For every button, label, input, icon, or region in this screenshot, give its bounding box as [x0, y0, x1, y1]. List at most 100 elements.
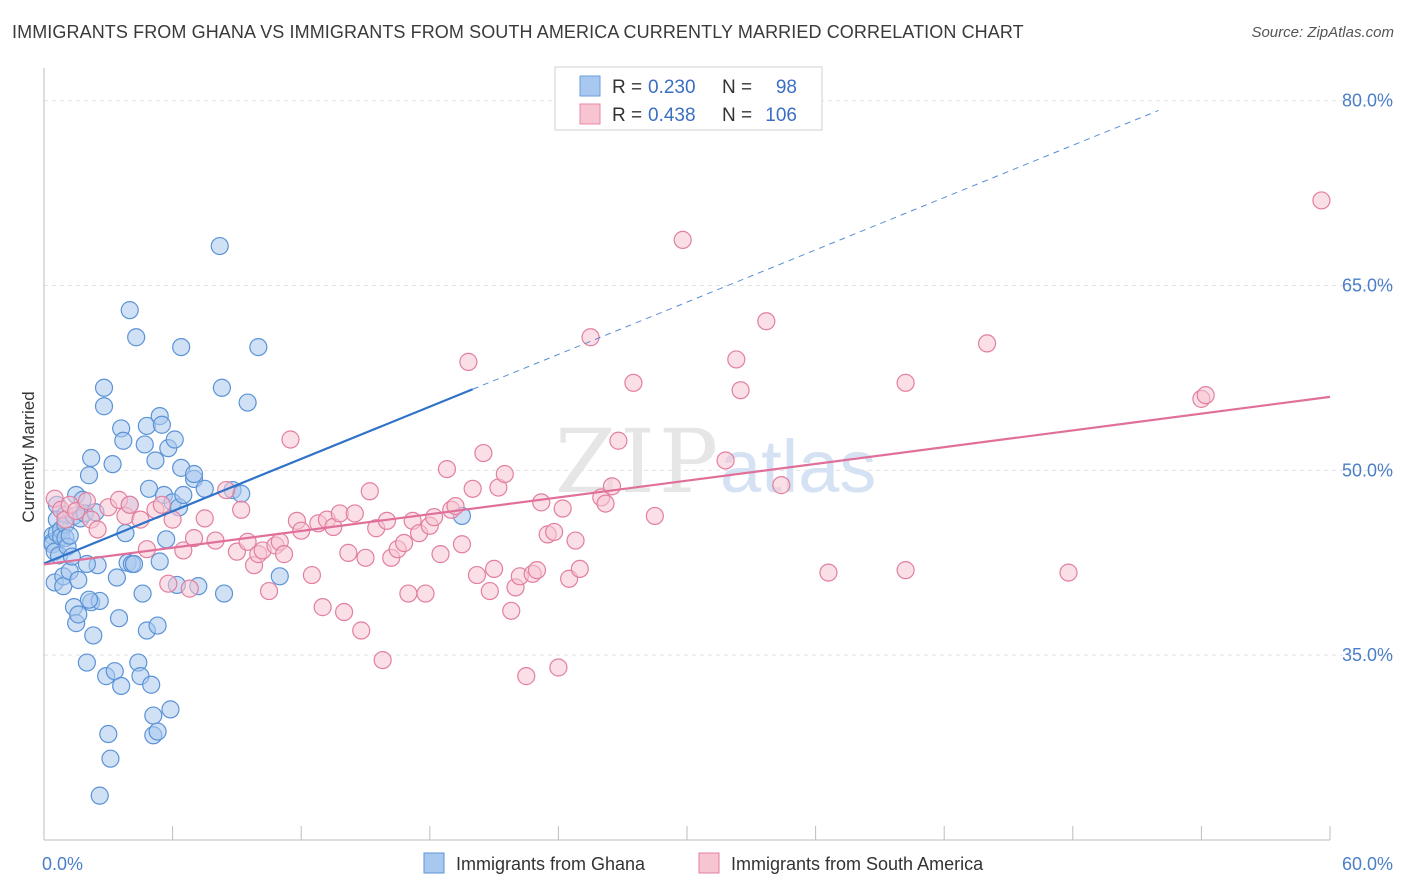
data-point	[135, 435, 154, 454]
trend-layer	[43, 109, 1331, 566]
data-point	[356, 548, 375, 567]
bottom-legend-swatch	[698, 852, 720, 874]
y-tick-label: 35.0%	[1342, 645, 1393, 665]
data-point	[727, 350, 746, 369]
x-tick-label: 60.0%	[1342, 854, 1393, 874]
data-point	[485, 559, 504, 579]
data-point	[82, 448, 101, 468]
data-point	[596, 494, 615, 513]
data-point	[673, 230, 692, 249]
data-point	[977, 334, 997, 353]
data-point	[527, 561, 547, 580]
data-point	[624, 373, 643, 392]
stats-legend: R = 0.230 N = 98 R = 0.438 N = 106	[554, 66, 823, 131]
data-point	[148, 616, 167, 635]
data-point	[274, 545, 294, 564]
data-point	[463, 479, 482, 498]
data-point	[210, 236, 229, 256]
data-point	[517, 667, 536, 686]
data-point	[157, 530, 176, 549]
data-point	[394, 533, 414, 553]
data-point	[144, 706, 163, 725]
data-point	[148, 722, 167, 741]
data-point	[152, 415, 171, 434]
data-point	[84, 626, 103, 645]
data-point	[161, 700, 180, 719]
data-point	[480, 581, 499, 601]
data-point	[281, 430, 300, 449]
data-point	[90, 786, 109, 805]
data-point	[502, 601, 521, 620]
data-point	[150, 552, 169, 571]
data-point	[232, 484, 251, 503]
source-label: Source: ZipAtlas.com	[1251, 24, 1394, 41]
x-tick-label: 0.0%	[42, 854, 83, 874]
data-point	[120, 495, 139, 514]
data-point	[772, 476, 791, 495]
data-point	[1196, 386, 1215, 405]
data-point	[609, 431, 628, 450]
legend-r-value: 0.438	[648, 105, 696, 126]
legend-r-label: R =	[612, 105, 642, 126]
data-point	[452, 535, 472, 554]
data-point	[645, 506, 664, 526]
data-point	[352, 621, 371, 640]
data-point	[259, 581, 279, 601]
ghana-points	[43, 236, 472, 805]
points-layer	[43, 191, 1331, 805]
data-point	[553, 499, 572, 518]
bottom-legend-label: Immigrants from South America	[731, 854, 984, 874]
data-point	[238, 393, 257, 412]
legend-swatch	[579, 75, 601, 97]
data-point	[88, 520, 107, 539]
legend-r-label: R =	[612, 77, 642, 98]
data-point	[60, 526, 79, 545]
bottom-legend: Immigrants from Ghana Immigrants from Sou…	[423, 852, 984, 874]
data-point	[437, 459, 457, 479]
data-point	[474, 443, 493, 463]
data-point	[399, 584, 418, 603]
data-point	[467, 565, 487, 585]
legend-swatch	[579, 103, 601, 125]
data-point	[716, 451, 735, 470]
data-point	[212, 378, 231, 397]
data-point	[896, 373, 915, 392]
data-point	[1059, 563, 1078, 582]
data-point	[112, 676, 131, 696]
data-point	[101, 749, 120, 768]
grid-layer: 80.0% 65.0% 50.0% 35.0%	[44, 91, 1393, 665]
data-point	[114, 431, 133, 450]
data-point	[566, 531, 585, 550]
data-point	[146, 451, 165, 470]
axes-layer: 0.0% 60.0%	[42, 68, 1393, 874]
data-point	[570, 559, 589, 579]
data-point	[77, 653, 96, 672]
data-point	[532, 493, 551, 512]
data-point	[302, 565, 322, 585]
legend-r-value: 0.230	[648, 77, 696, 98]
data-point	[360, 482, 379, 501]
data-point	[174, 485, 193, 505]
y-axis-label: Currently Married	[19, 391, 38, 522]
data-point	[424, 508, 444, 527]
data-point	[757, 312, 776, 331]
data-point	[184, 528, 204, 548]
legend-n-label: N =	[722, 77, 752, 98]
legend-n-value: 106	[765, 105, 797, 126]
data-point	[69, 605, 88, 624]
y-axis-label-group: Currently Married	[19, 391, 38, 522]
data-point	[581, 328, 600, 347]
legend-n-value: 98	[776, 77, 797, 98]
data-point	[495, 464, 514, 484]
data-point	[180, 579, 199, 598]
bottom-legend-label: Immigrants from Ghana	[456, 854, 646, 874]
data-point	[79, 466, 99, 485]
data-point	[896, 561, 915, 580]
data-point	[459, 352, 478, 371]
data-point	[127, 328, 146, 347]
south-america-trend-line	[43, 395, 1331, 566]
data-point	[731, 381, 750, 400]
data-point	[339, 543, 358, 562]
